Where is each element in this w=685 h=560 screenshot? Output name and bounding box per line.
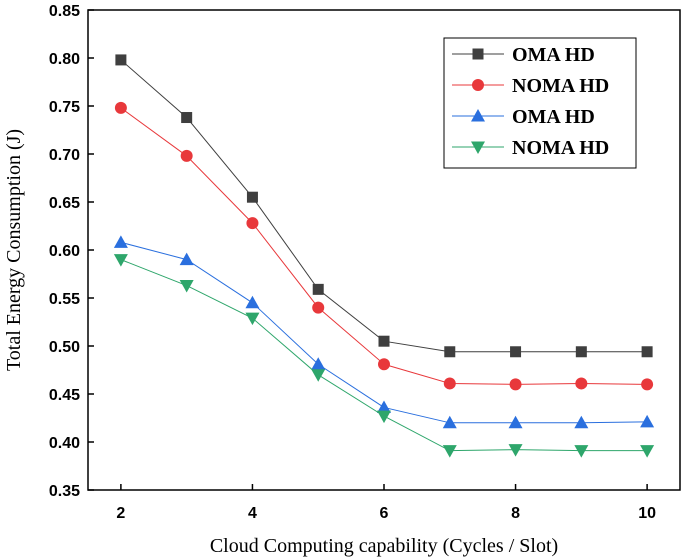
- data-point: [575, 346, 587, 358]
- legend-item: NOMA HD: [452, 137, 609, 159]
- data-point: [640, 445, 655, 458]
- series-4: [113, 254, 655, 458]
- legend-marker: [471, 109, 485, 122]
- data-point: [442, 415, 457, 429]
- legend-item: OMA HD: [452, 44, 595, 66]
- y-tick-label: 0.35: [49, 483, 80, 500]
- series-2: [114, 101, 654, 391]
- x-tick-label: 2: [116, 505, 125, 522]
- data-point: [377, 400, 391, 413]
- data-point: [575, 377, 588, 390]
- x-axis-title: Cloud Computing capability (Cycles / Slo…: [210, 535, 558, 557]
- legend-label: NOMA HD: [512, 137, 609, 159]
- y-tick-label: 0.60: [49, 243, 80, 260]
- data-point: [508, 444, 523, 457]
- legend: OMA HD NOMA HD OMA HD NOMA HD: [443, 37, 637, 169]
- legend-marker: [472, 48, 484, 60]
- data-point: [377, 410, 391, 424]
- x-tick-label: 4: [248, 505, 257, 522]
- data-point: [245, 312, 260, 326]
- data-point: [508, 415, 523, 429]
- series-line: [120, 241, 648, 424]
- data-point: [245, 295, 260, 309]
- series-3: [113, 235, 655, 429]
- legend-item: OMA HD: [452, 106, 595, 128]
- legend-marker: [472, 79, 484, 91]
- data-point: [574, 445, 589, 458]
- y-tick-label: 0.85: [49, 3, 80, 20]
- y-tick-label: 0.40: [49, 435, 80, 452]
- x-axis: 2 4 6 8 10: [116, 484, 656, 522]
- y-tick-label: 0.45: [49, 387, 80, 404]
- data-point: [312, 283, 324, 295]
- data-point: [442, 445, 457, 458]
- legend-label: NOMA HD: [512, 75, 609, 97]
- y-tick-label: 0.50: [49, 339, 80, 356]
- y-tick-label: 0.70: [49, 147, 80, 164]
- legend-label: OMA HD: [512, 106, 595, 128]
- data-point: [113, 254, 128, 267]
- data-point: [180, 149, 193, 162]
- data-point: [378, 358, 390, 371]
- y-tick-label: 0.75: [49, 99, 80, 116]
- x-tick-label: 8: [511, 505, 520, 522]
- data-point: [509, 378, 522, 391]
- y-axis: 0.35 0.40 0.45 0.50 0.55 0.60 0.65 0.70 0.75 0.80…: [49, 3, 94, 500]
- y-tick-label: 0.65: [49, 195, 80, 212]
- series-layer: [113, 54, 655, 458]
- data-point: [311, 369, 326, 382]
- data-point: [246, 191, 258, 203]
- data-point: [246, 217, 259, 230]
- y-tick-label: 0.80: [49, 51, 80, 68]
- data-point: [641, 378, 654, 391]
- y-axis-title: Total Energy Consumption (J): [3, 129, 25, 371]
- data-point: [444, 346, 456, 358]
- data-point: [181, 112, 193, 124]
- data-point: [113, 235, 128, 248]
- x-tick-label: 6: [380, 505, 389, 522]
- legend-label: OMA HD: [512, 44, 595, 66]
- data-point: [115, 54, 127, 66]
- x-tick-label: 10: [638, 505, 656, 522]
- data-point: [641, 346, 653, 358]
- data-point: [378, 335, 390, 347]
- series-1: [115, 54, 653, 358]
- data-point: [114, 101, 127, 114]
- data-point: [179, 252, 194, 266]
- y-tick-label: 0.55: [49, 291, 80, 308]
- data-point: [311, 357, 326, 370]
- data-point: [510, 346, 522, 358]
- data-point: [640, 414, 655, 428]
- legend-item: NOMA HD: [452, 75, 609, 97]
- data-point: [312, 301, 325, 314]
- data-point: [574, 415, 589, 429]
- data-point: [443, 377, 456, 390]
- legend-marker: [471, 141, 485, 154]
- data-point: [179, 280, 194, 293]
